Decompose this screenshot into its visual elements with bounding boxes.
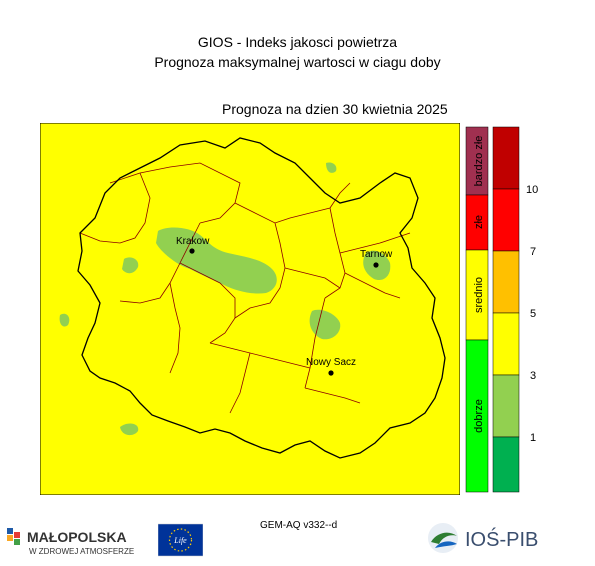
good-area-north [326,162,337,173]
malopolska-logo: MAŁOPOLSKA W ZDROWEJ ATMOSFERZE [7,528,134,556]
band-6 [492,436,520,493]
city-marker [189,248,195,254]
city-marker [328,370,334,376]
eu-life-text: Life [173,536,187,545]
category-column: bardzo złe złe srednio dobrze [465,126,489,493]
good-area-west [122,257,139,274]
good-area-far-west [59,313,70,327]
city-label: Krakow [176,236,210,247]
band-1 [492,126,520,190]
good-area-krakow [156,227,277,294]
city-label: Nowy Sacz [306,357,356,368]
tick-label: 7 [530,246,536,258]
category-label: bardzo złe [473,136,485,187]
eu-star-ring-icon [168,528,193,552]
category-label: srednio [473,277,485,313]
good-area-south [120,423,139,436]
malopolska-slogan: W ZDROWEJ ATMOSFERZE [29,547,134,556]
city-marker [373,262,379,268]
tick-label: 1 [530,432,536,444]
tick-label: 3 [530,370,536,382]
tick-label: 10 [526,184,538,196]
band-3 [492,250,520,314]
category-label: dobrze [473,399,485,433]
band-2 [492,188,520,252]
model-version: GEM-AQ v332--d [260,520,338,531]
ios-pib-logo: IOŚ-PIB [428,523,538,553]
city-label: Tarnow [360,249,393,260]
scale-ticks: 10 7 5 3 1 [526,184,538,444]
page-subtitle: Prognoza maksymalnej wartosci w ciagu do… [154,54,441,70]
good-area-nowy-sacz-n [309,309,341,340]
malopolska-title: MAŁOPOLSKA [27,529,127,545]
good-air-areas [59,162,391,436]
eu-life-logo: Life [158,523,203,557]
malopolska-mark-icon [7,528,20,545]
district-borders [79,162,411,414]
band-4 [492,312,520,376]
city-nowy-sacz: Nowy Sacz [306,357,356,376]
band-5 [492,374,520,438]
category-label: złe [473,215,485,229]
ios-mark-icon [428,523,458,553]
category-dobrze [465,339,489,493]
color-bar [492,126,520,493]
index-scale-legend: bardzo złe złe srednio dobrze 10 7 5 3 1 [465,126,538,493]
tick-label: 5 [530,308,536,320]
forecast-map: Krakow Tarnow Nowy Sacz [40,123,460,495]
page-title: GIOS - Indeks jakosci powietrza [197,34,398,50]
voivodeship-border [77,137,446,459]
city-tarnow: Tarnow [360,249,393,268]
city-krakow: Krakow [176,236,210,254]
forecast-date: Prognoza na dzien 30 kwietnia 2025 [222,101,448,117]
ios-pib-text: IOŚ-PIB [465,527,538,551]
eu-flag [158,523,203,557]
map-background [40,123,460,495]
